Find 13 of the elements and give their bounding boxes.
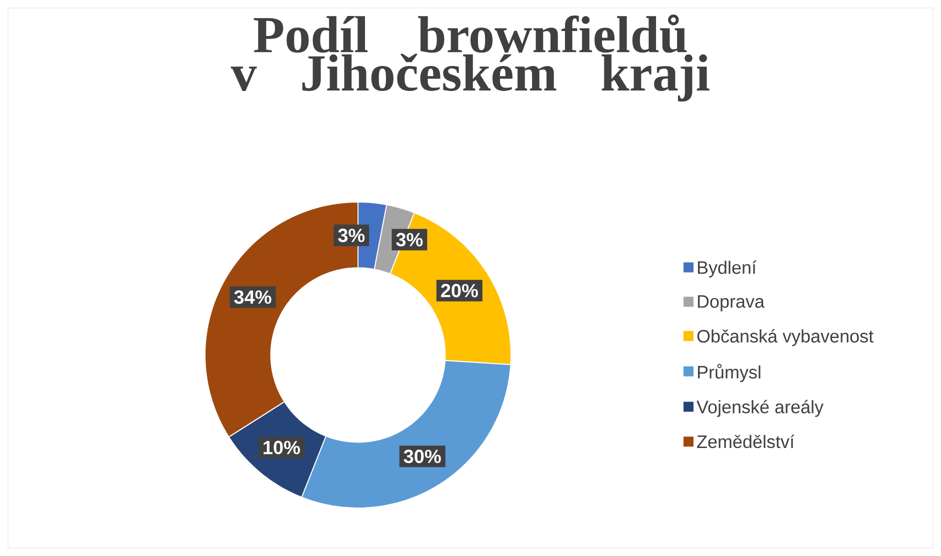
legend-label: Průmysl <box>698 364 760 382</box>
chart-title: Podíl brownfieldů v Jihočeském kraji <box>230 14 710 102</box>
legend-label: Občanská vybavenost <box>697 329 874 346</box>
data-label: 3% <box>396 232 423 246</box>
data-label: 20% <box>441 284 478 298</box>
data-label: 3% <box>338 228 365 242</box>
legend-label: Doprava <box>698 295 765 312</box>
legend-label: Zemědělství <box>697 434 794 448</box>
legend-label: Vojenské areály <box>696 400 824 417</box>
legend-label: Bydlení <box>698 260 756 278</box>
data-label: 10% <box>264 440 300 454</box>
data-label: 30% <box>404 450 441 464</box>
data-label: 34% <box>234 290 272 304</box>
